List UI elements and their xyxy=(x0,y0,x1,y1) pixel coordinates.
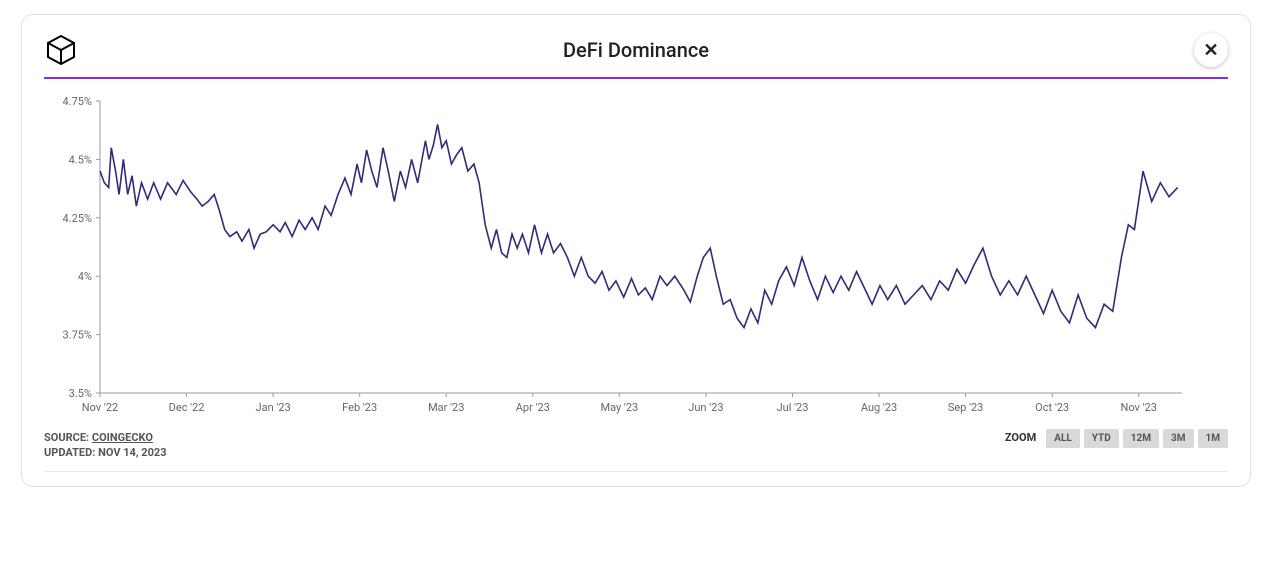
line-chart-svg: 3.5% 3.75% 4% 4.25% 4.5% 4.75% Nov '22 Dec '22 J… xyxy=(44,91,1194,421)
svg-text:4.25%: 4.25% xyxy=(62,212,92,225)
svg-text:Dec '22: Dec '22 xyxy=(169,401,205,414)
updated-value: NOV 14, 2023 xyxy=(98,446,166,459)
svg-text:Jun '23: Jun '23 xyxy=(688,401,723,414)
zoom-button-all[interactable]: ALL xyxy=(1046,429,1080,448)
svg-text:3.75%: 3.75% xyxy=(62,329,92,342)
close-icon: ✕ xyxy=(1203,40,1218,61)
zoom-button-ytd[interactable]: YTD xyxy=(1084,429,1119,448)
svg-text:Jul '23: Jul '23 xyxy=(777,401,809,414)
chart-title: DeFi Dominance xyxy=(78,38,1194,62)
svg-text:3.5%: 3.5% xyxy=(69,387,92,400)
zoom-button-1m[interactable]: 1M xyxy=(1198,429,1229,448)
zoom-button-12m[interactable]: 12M xyxy=(1123,429,1159,448)
svg-text:Jan '23: Jan '23 xyxy=(256,401,291,414)
svg-text:May '23: May '23 xyxy=(600,401,638,414)
svg-text:Oct '23: Oct '23 xyxy=(1035,401,1069,414)
card-header: DeFi Dominance ✕ xyxy=(44,33,1228,79)
updated-prefix: UPDATED: xyxy=(44,446,98,459)
brand-logo-icon xyxy=(44,33,78,67)
zoom-label: ZOOM xyxy=(1005,431,1036,444)
card-footer: SOURCE: COINGECKO UPDATED: NOV 14, 2023 … xyxy=(44,431,1228,472)
source-block: SOURCE: COINGECKO UPDATED: NOV 14, 2023 xyxy=(44,431,167,461)
chart-card: DeFi Dominance ✕ 3.5% 3.75% 4% 4.25% 4.5% 4.7… xyxy=(21,14,1251,487)
source-link[interactable]: COINGECKO xyxy=(92,431,153,444)
svg-text:4.75%: 4.75% xyxy=(62,95,92,108)
source-prefix: SOURCE: xyxy=(44,431,92,444)
svg-text:4.5%: 4.5% xyxy=(69,153,92,166)
svg-text:Mar '23: Mar '23 xyxy=(428,401,464,414)
svg-text:Nov '23: Nov '23 xyxy=(1121,401,1157,414)
zoom-controls: ZOOM ALLYTD12M3M1M xyxy=(1005,431,1228,444)
close-button[interactable]: ✕ xyxy=(1194,33,1228,67)
svg-text:Feb '23: Feb '23 xyxy=(342,401,377,414)
svg-text:4%: 4% xyxy=(78,270,92,283)
chart-area: 3.5% 3.75% 4% 4.25% 4.5% 4.75% Nov '22 Dec '22 J… xyxy=(44,91,1228,425)
svg-text:Nov '22: Nov '22 xyxy=(82,401,118,414)
dominance-series-line xyxy=(100,124,1178,327)
svg-text:Aug '23: Aug '23 xyxy=(861,401,897,414)
svg-text:Apr '23: Apr '23 xyxy=(516,401,550,414)
zoom-button-3m[interactable]: 3M xyxy=(1163,429,1194,448)
svg-text:Sep '23: Sep '23 xyxy=(948,401,984,414)
